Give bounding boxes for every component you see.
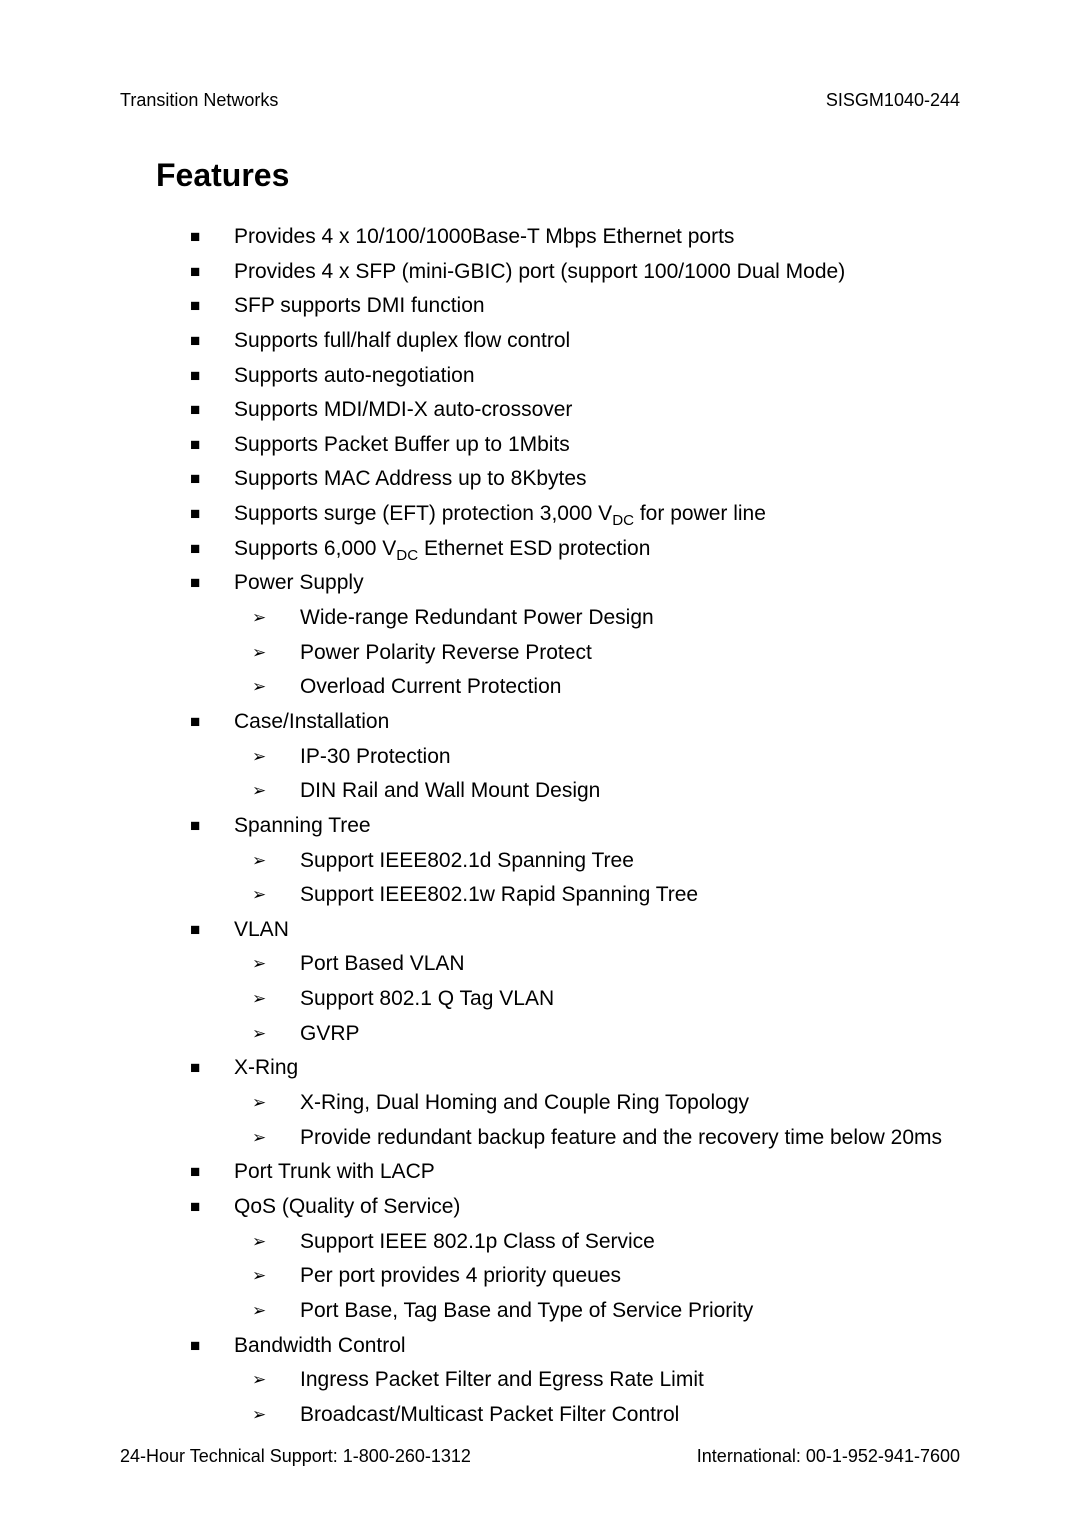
feature-subitem: GVRP <box>252 1017 960 1052</box>
feature-subtext: IP-30 Protection <box>300 745 451 768</box>
feature-text: Provides 4 x SFP (mini-GBIC) port (suppo… <box>234 260 845 283</box>
feature-list: Provides 4 x 10/100/1000Base-T Mbps Ethe… <box>190 220 960 1432</box>
section-title: Features <box>156 157 960 194</box>
feature-item: Supports full/half duplex flow control <box>190 324 960 359</box>
feature-item: Supports 6,000 VDC Ethernet ESD protecti… <box>190 532 960 567</box>
feature-text: Supports MAC Address up to 8Kbytes <box>234 467 587 490</box>
header-left: Transition Networks <box>120 90 278 111</box>
feature-text: VLAN <box>234 918 289 941</box>
feature-subtext: GVRP <box>300 1022 360 1045</box>
feature-item: Spanning Tree Support IEEE802.1d Spanning… <box>190 809 960 913</box>
header-right: SISGM1040-244 <box>826 90 960 111</box>
feature-text: Bandwidth Control <box>234 1334 406 1357</box>
feature-subitem: X-Ring, Dual Homing and Couple Ring Topo… <box>252 1086 960 1121</box>
feature-subitem: Support IEEE802.1w Rapid Spanning Tree <box>252 878 960 913</box>
feature-text: Port Trunk with LACP <box>234 1160 435 1183</box>
feature-subitem: Wide-range Redundant Power Design <box>252 601 960 636</box>
feature-subtext: Provide redundant backup feature and the… <box>300 1121 960 1156</box>
feature-subtext: Power Polarity Reverse Protect <box>300 641 592 664</box>
feature-subtext: Support 802.1 Q Tag VLAN <box>300 987 554 1010</box>
feature-subtext: Broadcast/Multicast Packet Filter Contro… <box>300 1403 679 1426</box>
feature-text: Spanning Tree <box>234 814 371 837</box>
feature-subtext: X-Ring, Dual Homing and Couple Ring Topo… <box>300 1091 749 1114</box>
feature-text: QoS (Quality of Service) <box>234 1195 460 1218</box>
feature-subtext: DIN Rail and Wall Mount Design <box>300 779 600 802</box>
feature-item: Provides 4 x SFP (mini-GBIC) port (suppo… <box>190 255 960 290</box>
subscript: DC <box>396 547 418 564</box>
feature-item: Port Trunk with LACP <box>190 1155 960 1190</box>
feature-subtext: Support IEEE802.1w Rapid Spanning Tree <box>300 883 698 906</box>
feature-item: SFP supports DMI function <box>190 289 960 324</box>
feature-sublist: Port Based VLAN Support 802.1 Q Tag VLAN G… <box>252 947 960 1051</box>
feature-subitem: DIN Rail and Wall Mount Design <box>252 774 960 809</box>
feature-text: Supports Packet Buffer up to 1Mbits <box>234 433 570 456</box>
feature-subtext: Per port provides 4 priority queues <box>300 1264 621 1287</box>
feature-item: Supports MDI/MDI-X auto-crossover <box>190 393 960 428</box>
feature-text: SFP supports DMI function <box>234 294 485 317</box>
feature-subtext: Wide-range Redundant Power Design <box>300 606 654 629</box>
feature-sublist: Ingress Packet Filter and Egress Rate Li… <box>252 1363 960 1432</box>
feature-item: Power Supply Wide-range Redundant Power D… <box>190 566 960 705</box>
feature-text: Power Supply <box>234 571 364 594</box>
feature-text: Case/Installation <box>234 710 389 733</box>
feature-subtext: Ingress Packet Filter and Egress Rate Li… <box>300 1368 704 1391</box>
feature-item: Supports auto-negotiation <box>190 359 960 394</box>
page-header: Transition Networks SISGM1040-244 <box>120 90 960 111</box>
document-page: Transition Networks SISGM1040-244 Featur… <box>0 0 1080 1527</box>
feature-item: X-RingX-Ring, Dual Homing and Couple Rin… <box>190 1051 960 1155</box>
feature-item: Case/Installation IP-30 Protection DIN Rai… <box>190 705 960 809</box>
feature-item: Provides 4 x 10/100/1000Base-T Mbps Ethe… <box>190 220 960 255</box>
feature-subitem: Support 802.1 Q Tag VLAN <box>252 982 960 1017</box>
footer-right: International: 00-1-952-941-7600 <box>697 1446 960 1467</box>
feature-item: Supports Packet Buffer up to 1Mbits <box>190 428 960 463</box>
footer-left: 24-Hour Technical Support: 1-800-260-131… <box>120 1446 471 1467</box>
feature-subitem: Support IEEE 802.1p Class of Service <box>252 1225 960 1260</box>
feature-text-post: Ethernet ESD protection <box>418 537 650 560</box>
feature-subitem: Port Base, Tag Base and Type of Service … <box>252 1294 960 1329</box>
feature-subtext: Overload Current Protection <box>300 675 561 698</box>
feature-text: Provides 4 x 10/100/1000Base-T Mbps Ethe… <box>234 225 734 248</box>
feature-subitem: Per port provides 4 priority queues <box>252 1259 960 1294</box>
feature-sublist: Support IEEE802.1d Spanning Tree Support … <box>252 844 960 913</box>
feature-text: Supports 6,000 V <box>234 537 396 560</box>
feature-item: Supports surge (EFT) protection 3,000 VD… <box>190 497 960 532</box>
feature-subitem: Provide redundant backup feature and the… <box>252 1121 960 1156</box>
feature-text: Supports MDI/MDI-X auto-crossover <box>234 398 572 421</box>
feature-sublist: Support IEEE 802.1p Class of Service Per … <box>252 1225 960 1329</box>
feature-sublist: X-Ring, Dual Homing and Couple Ring Topo… <box>252 1086 960 1155</box>
feature-item: Supports MAC Address up to 8Kbytes <box>190 462 960 497</box>
feature-subtext: Port Base, Tag Base and Type of Service … <box>300 1299 753 1322</box>
feature-sublist: Wide-range Redundant Power Design Power P… <box>252 601 960 705</box>
feature-subtext: Support IEEE802.1d Spanning Tree <box>300 849 634 872</box>
feature-text: Supports auto-negotiation <box>234 364 475 387</box>
feature-item: VLAN Port Based VLAN Support 802.1 Q Tag V… <box>190 913 960 1052</box>
feature-item: QoS (Quality of Service) Support IEEE 802… <box>190 1190 960 1329</box>
feature-sublist: IP-30 Protection DIN Rail and Wall Mount … <box>252 740 960 809</box>
feature-subitem: Broadcast/Multicast Packet Filter Contro… <box>252 1398 960 1433</box>
feature-subitem: IP-30 Protection <box>252 740 960 775</box>
subscript: DC <box>612 512 634 529</box>
feature-text: Supports surge (EFT) protection 3,000 V <box>234 502 612 525</box>
feature-text: Supports full/half duplex flow control <box>234 329 570 352</box>
page-footer: 24-Hour Technical Support: 1-800-260-131… <box>120 1446 960 1467</box>
feature-subitem: Power Polarity Reverse Protect <box>252 636 960 671</box>
feature-item: Bandwidth Control Ingress Packet Filter a… <box>190 1329 960 1433</box>
feature-subitem: Ingress Packet Filter and Egress Rate Li… <box>252 1363 960 1398</box>
feature-subitem: Overload Current Protection <box>252 670 960 705</box>
feature-subitem: Support IEEE802.1d Spanning Tree <box>252 844 960 879</box>
feature-subitem: Port Based VLAN <box>252 947 960 982</box>
feature-text-post: for power line <box>634 502 766 525</box>
feature-text: X-Ring <box>234 1056 298 1079</box>
feature-subtext: Port Based VLAN <box>300 952 465 975</box>
feature-subtext: Support IEEE 802.1p Class of Service <box>300 1230 655 1253</box>
